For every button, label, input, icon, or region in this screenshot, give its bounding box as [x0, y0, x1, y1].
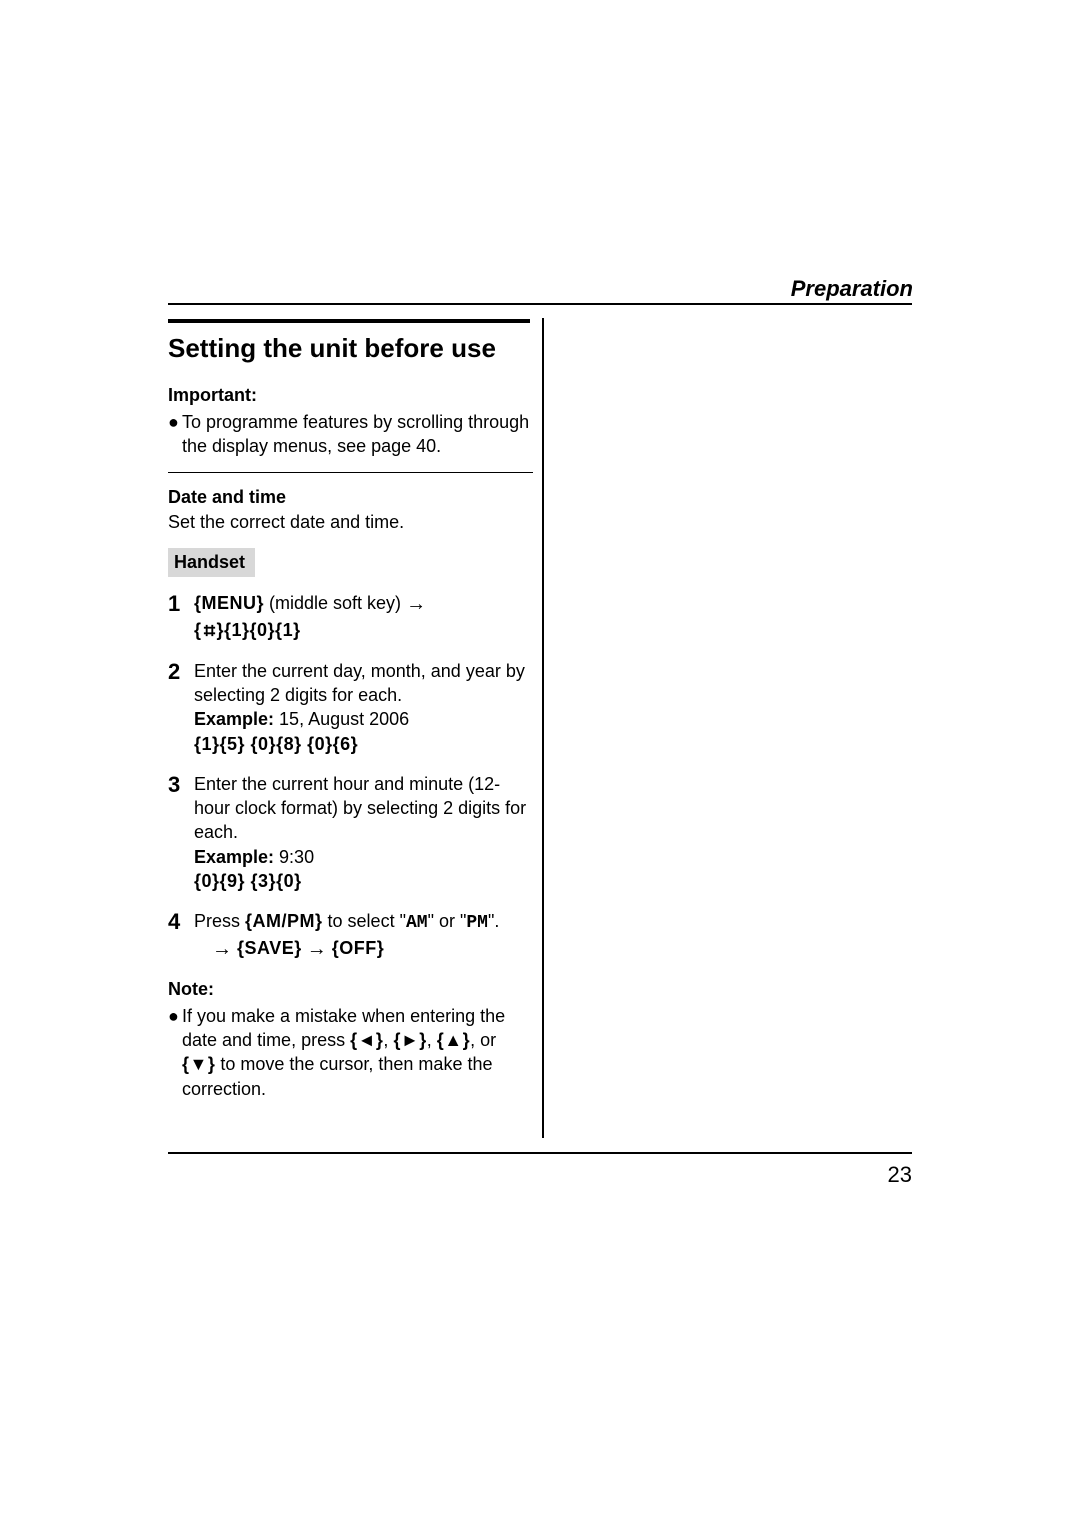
- step-4-mid: to select ": [323, 911, 406, 931]
- bullet-icon: ●: [168, 410, 182, 459]
- key-save: {SAVE}: [237, 938, 302, 958]
- note-p2: to move the cursor, then make the correc…: [182, 1054, 492, 1098]
- key-ampm: {AM/PM}: [245, 911, 323, 931]
- example-2-value: 15, August 2006: [274, 709, 409, 729]
- step-3: Enter the current hour and minute (12-ho…: [168, 772, 533, 893]
- key-off: {OFF}: [332, 938, 385, 958]
- step-2: Enter the current day, month, and year b…: [168, 659, 533, 756]
- step-4-suffix: ".: [488, 911, 499, 931]
- note-bullet: ● If you make a mistake when entering th…: [168, 1004, 533, 1101]
- date-time-desc: Set the correct date and time.: [168, 510, 533, 534]
- page: Preparation Setting the unit before use …: [0, 0, 1080, 1528]
- step-4-mid2: " or ": [428, 911, 467, 931]
- step-4-prefix: Press: [194, 911, 245, 931]
- top-rule: [168, 303, 912, 305]
- arrow-icon: →: [212, 938, 232, 960]
- section-rule: [168, 319, 530, 323]
- step-3-seq: {0}{9} {3}{0}: [194, 871, 302, 891]
- arrow-icon: →: [406, 593, 426, 615]
- example-3-value: 9:30: [274, 847, 314, 867]
- text-pm: PM: [466, 913, 488, 933]
- key-up: {▲}: [437, 1030, 470, 1050]
- divider-rule: [168, 472, 533, 473]
- note-c1: ,: [383, 1030, 393, 1050]
- steps-list: {MENU} (middle soft key) → {}{1}{0}{1} E…: [168, 591, 533, 962]
- step-4: Press {AM/PM} to select "AM" or "PM". → …: [168, 909, 533, 962]
- bullet-icon: ●: [168, 1004, 182, 1101]
- date-time-heading: Date and time: [168, 487, 533, 508]
- step-1-note: (middle soft key): [264, 593, 406, 613]
- step-2-seq: {1}{5} {0}{8} {0}{6}: [194, 734, 358, 754]
- note-c2: ,: [427, 1030, 437, 1050]
- page-number: 23: [888, 1162, 912, 1188]
- step-2-text: Enter the current day, month, and year b…: [194, 661, 525, 705]
- step-1: {MENU} (middle soft key) → {}{1}{0}{1}: [168, 591, 533, 642]
- example-label: Example:: [194, 709, 274, 729]
- column-divider: [542, 318, 544, 1138]
- key-right: {►}: [393, 1030, 426, 1050]
- key-down: {▼}: [182, 1054, 215, 1074]
- left-column: Setting the unit before use Important: ●…: [168, 332, 533, 1115]
- example-label: Example:: [194, 847, 274, 867]
- hash-icon: [202, 623, 217, 638]
- bottom-rule: [168, 1152, 912, 1154]
- text-am: AM: [406, 913, 428, 933]
- key-left: {◄}: [350, 1030, 383, 1050]
- note-c3: , or: [470, 1030, 496, 1050]
- note-label: Note:: [168, 979, 533, 1000]
- key-menu: {MENU}: [194, 593, 264, 613]
- important-bullet: ● To programme features by scrolling thr…: [168, 410, 533, 459]
- section-header: Preparation: [791, 276, 913, 302]
- step-1-seq: {}{1}{0}{1}: [194, 620, 301, 640]
- subsection-handset: Handset: [168, 548, 255, 577]
- arrow-icon: →: [307, 938, 327, 960]
- important-text: To programme features by scrolling throu…: [182, 410, 533, 459]
- important-label: Important:: [168, 385, 533, 406]
- note-text: If you make a mistake when entering the …: [182, 1004, 533, 1101]
- step-3-text: Enter the current hour and minute (12-ho…: [194, 774, 526, 843]
- section-title: Setting the unit before use: [168, 332, 533, 365]
